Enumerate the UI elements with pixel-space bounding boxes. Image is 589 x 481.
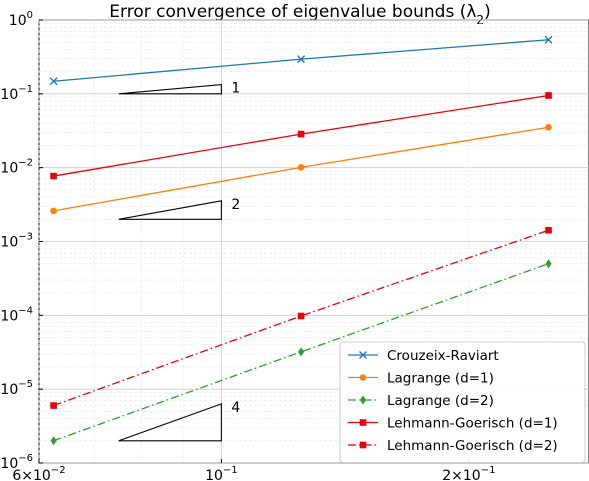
data-point [297, 55, 306, 64]
slope-triangle [118, 403, 222, 442]
data-point [297, 130, 305, 138]
data-point [298, 347, 305, 357]
y-tick-label: 10−2 [0, 158, 33, 177]
y-tick-label: 10−5 [0, 379, 33, 398]
legend-label: Lehmann-Goerisch (d=1) [387, 416, 558, 432]
data-point [545, 226, 552, 234]
slope-triangle [118, 84, 222, 95]
legend-box [339, 341, 586, 463]
data-point [545, 92, 552, 99]
series-line [53, 263, 549, 442]
data-point [544, 35, 553, 44]
chart-title-close: ) [484, 2, 491, 22]
legend-marker [359, 441, 367, 449]
legend-label: Lehmann-Goerisch (d=2) [387, 438, 558, 454]
y-tick-label: 100 [9, 10, 33, 29]
series-4 [50, 226, 552, 409]
legend-entry: Lehmann-Goerisch (d=2) [348, 438, 558, 454]
slope-triangle-label: 2 [231, 197, 240, 213]
legend-marker [359, 374, 367, 381]
x-tick-label: 2×10−1 [442, 465, 495, 481]
slope-triangles: 1 2 4 [118, 81, 240, 442]
series-2 [50, 259, 552, 446]
data-point [50, 436, 57, 446]
legend-entry: Lehmann-Goerisch (d=1) [348, 416, 558, 432]
data-point [50, 402, 57, 409]
legend-entry: Lagrange (d=2) [348, 393, 494, 409]
slope-triangle-label: 4 [231, 400, 240, 416]
x-tick-label: 10−1 [205, 465, 238, 481]
series-1 [50, 124, 552, 215]
series-0 [49, 35, 553, 86]
data-point [545, 124, 552, 131]
series-3 [50, 92, 552, 180]
axis-ticks: 100 10−1 10−2 10−3 10−4 10−5 10−66×10−2 10−1 2×1… [0, 10, 495, 481]
data-point [297, 164, 305, 171]
legend-label: Lagrange (d=1) [387, 371, 494, 387]
series-line [53, 39, 549, 82]
grid [38, 19, 589, 464]
data-point [49, 77, 58, 86]
y-tick-label: 10−4 [0, 305, 33, 324]
legend-marker [360, 395, 366, 405]
chart-title-main: Error convergence of eigenvalue bounds (… [109, 2, 476, 22]
legend-marker [359, 419, 367, 426]
legend-entry: Crouzeix-Raviart [348, 348, 499, 364]
slope-triangle-label: 1 [231, 81, 240, 97]
y-tick-label: 10−1 [0, 84, 33, 103]
legend-entry: Lagrange (d=1) [348, 371, 494, 387]
legend-label: Lagrange (d=2) [387, 393, 494, 409]
data-point [545, 259, 552, 269]
series-line [53, 229, 549, 407]
data-point [297, 312, 305, 320]
legend-label: Crouzeix-Raviart [387, 348, 499, 364]
data-point [50, 172, 57, 180]
series-group [49, 35, 553, 446]
y-tick-label: 10−6 [0, 453, 33, 472]
legend: Crouzeix-Raviart Lagrange (d=1) Lagrange (… [339, 341, 586, 463]
y-tick-label: 10−3 [0, 232, 33, 251]
legend-marker [359, 351, 367, 359]
data-point [50, 207, 57, 215]
slope-triangle [118, 200, 222, 220]
x-tick-label: 6×10−2 [12, 465, 65, 481]
